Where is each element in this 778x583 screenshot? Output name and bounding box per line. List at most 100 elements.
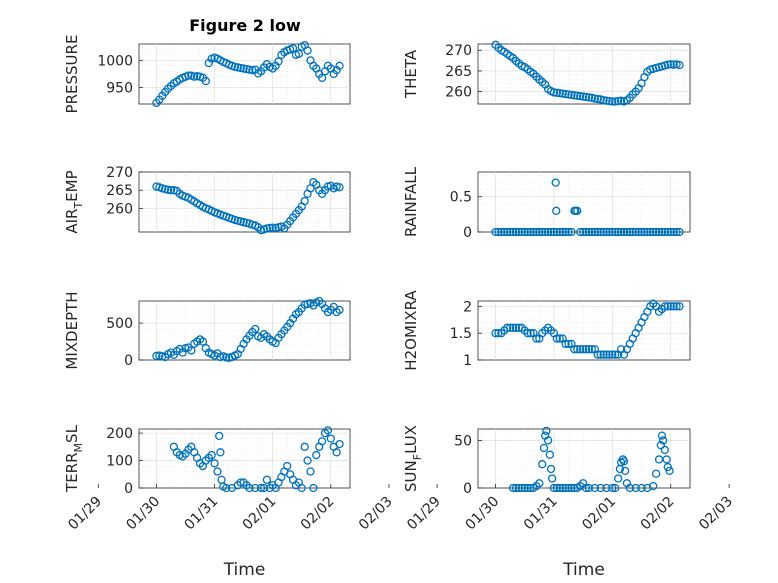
data-point (259, 483, 269, 493)
data-point (152, 351, 161, 361)
y-axis-label: PRESSURE (63, 35, 81, 114)
data-point (573, 345, 582, 354)
data-point (511, 227, 521, 237)
y-tick-label: 260 (106, 201, 133, 217)
data-point (611, 97, 620, 106)
data-point (663, 227, 672, 237)
data-point (637, 483, 646, 493)
data-point (503, 227, 512, 237)
data-point (523, 483, 532, 493)
y-axis-label: THETA (402, 49, 420, 99)
data-point (245, 483, 254, 493)
data-point (500, 227, 509, 237)
data-point (210, 459, 219, 468)
data-point (268, 223, 277, 232)
data-point (573, 206, 582, 215)
y-tick-label: 265 (106, 183, 133, 199)
data-point (523, 227, 532, 237)
y-axis-label: AIRTEMP (63, 170, 85, 233)
data-point (555, 334, 564, 343)
data-point (625, 483, 634, 493)
data-point (312, 450, 321, 460)
data-point (596, 350, 605, 359)
data-point (587, 227, 597, 237)
data-point (619, 227, 629, 237)
data-point (508, 323, 518, 332)
data-point (576, 91, 585, 101)
data-point (552, 206, 561, 215)
data-point (596, 483, 605, 493)
y-tick-label: 200 (106, 426, 133, 442)
data-point (567, 483, 576, 493)
data-point (649, 227, 658, 237)
y-tick-label: 0 (463, 481, 472, 497)
subplot-8: 0 50 01/29 01/30 01/31 02/01 02/02 02/03 Time SUN… (402, 425, 736, 580)
y-tick-label: 0 (463, 225, 472, 241)
data-point (265, 223, 274, 233)
data-point (675, 60, 684, 70)
data-point (567, 227, 576, 237)
data-point (634, 227, 643, 237)
data-point (539, 443, 549, 453)
y-tick-label: 270 (106, 165, 133, 181)
x-tick-label: 01/30 (123, 494, 163, 534)
y-axis-label: MIXDEPTH (63, 291, 81, 369)
data-point (274, 57, 283, 66)
data-point (505, 323, 515, 332)
data-point (608, 227, 617, 237)
data-point (660, 302, 670, 311)
data-point (303, 46, 312, 55)
data-point (646, 227, 655, 237)
data-point (578, 92, 588, 101)
data-point (657, 227, 667, 237)
data-point (542, 426, 551, 436)
data-point (584, 483, 594, 493)
data-point (552, 334, 561, 343)
data-point (675, 227, 684, 237)
data-point (541, 227, 550, 237)
y-tick-label: 0.5 (450, 190, 472, 206)
data-point (590, 227, 599, 237)
data-point (643, 227, 652, 237)
data-point (625, 227, 634, 237)
data-point (576, 227, 585, 237)
data-point (561, 339, 570, 349)
data-point (605, 96, 614, 106)
data-point (658, 436, 668, 445)
subplot-5: 0 500 MIXDEPTH (63, 291, 351, 370)
data-point (611, 350, 620, 359)
data-point (526, 227, 535, 237)
data-point (621, 466, 630, 476)
data-point (508, 483, 518, 493)
x-tick-label: 01/30 (462, 494, 502, 534)
data-point (294, 49, 303, 58)
data-point (602, 483, 611, 493)
data-point (317, 437, 327, 446)
data-point (608, 350, 617, 359)
data-point (666, 302, 675, 311)
data-point (564, 483, 573, 493)
data-point (300, 442, 309, 451)
data-point (166, 186, 176, 195)
data-point (666, 227, 675, 237)
data-point (631, 227, 640, 237)
data-point (508, 227, 518, 237)
data-point (335, 439, 344, 449)
data-point (543, 227, 553, 237)
y-axis-label: SUNFLUX (402, 425, 424, 492)
data-point (163, 185, 173, 194)
data-point (549, 227, 559, 237)
data-point (335, 61, 344, 70)
data-point (546, 227, 556, 237)
data-point (570, 345, 579, 354)
x-tick-label: 01/31 (521, 494, 561, 534)
y-tick-label: 265 (445, 64, 472, 80)
data-point (511, 323, 521, 332)
y-tick-label: 50 (454, 433, 472, 449)
data-point (581, 92, 591, 102)
data-point (573, 91, 582, 100)
data-point (549, 88, 559, 97)
data-point (529, 227, 538, 237)
data-point (558, 89, 567, 98)
